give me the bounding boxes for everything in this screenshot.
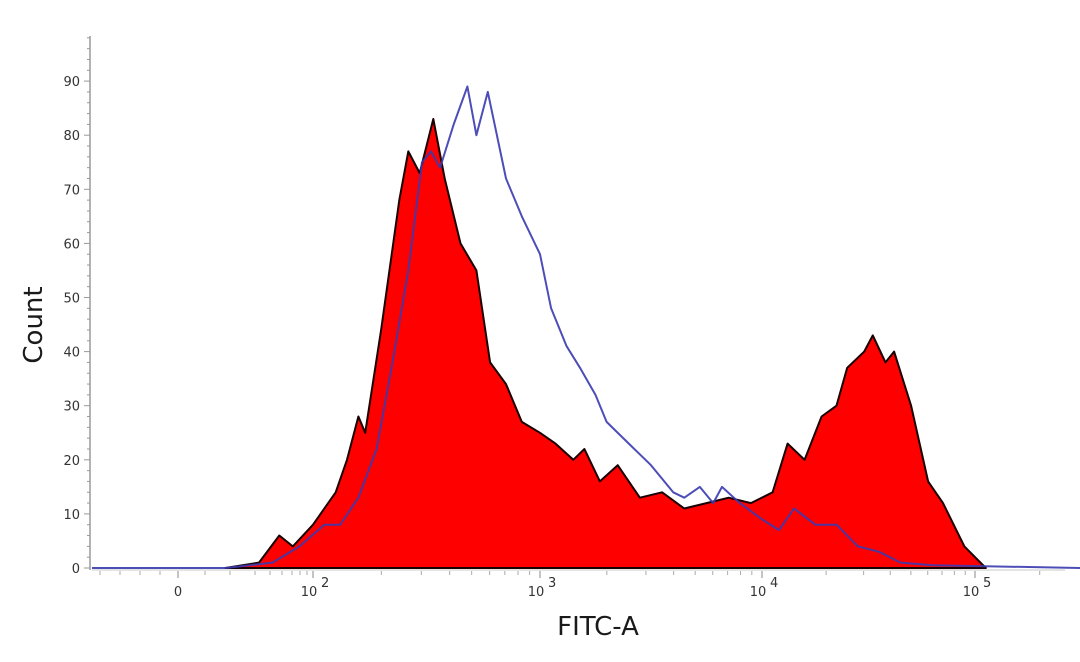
series-control-line bbox=[92, 85, 1080, 569]
series-filled-area bbox=[224, 118, 987, 569]
y-tick-label: 40 bbox=[63, 346, 80, 361]
svg-text:5: 5 bbox=[983, 576, 991, 591]
y-tick-label: 50 bbox=[63, 292, 80, 307]
plot-area bbox=[92, 85, 1080, 569]
svg-text:2: 2 bbox=[321, 576, 329, 591]
svg-text:10: 10 bbox=[963, 585, 980, 600]
y-tick-label: 0 bbox=[72, 562, 80, 577]
y-tick-label: 70 bbox=[63, 183, 80, 198]
svg-text:0: 0 bbox=[174, 585, 182, 600]
y-axis-title: Count bbox=[19, 286, 49, 363]
x-tick-label: 104 bbox=[750, 576, 779, 600]
svg-text:10: 10 bbox=[750, 585, 767, 600]
y-tick-label: 80 bbox=[63, 129, 80, 144]
svg-text:3: 3 bbox=[548, 576, 556, 591]
y-tick-label: 10 bbox=[63, 508, 80, 523]
svg-text:4: 4 bbox=[770, 576, 778, 591]
x-tick-label: 103 bbox=[528, 576, 557, 600]
x-tick-label: 102 bbox=[301, 576, 330, 600]
y-tick-label: 60 bbox=[63, 237, 80, 252]
x-tick-label: 105 bbox=[963, 576, 992, 600]
x-axis-title: FITC-A bbox=[557, 612, 639, 642]
y-tick-label: 30 bbox=[63, 400, 80, 415]
y-tick-label: 20 bbox=[63, 454, 80, 469]
svg-text:10: 10 bbox=[528, 585, 545, 600]
svg-text:10: 10 bbox=[301, 585, 318, 600]
x-tick-label: 0 bbox=[174, 585, 182, 600]
y-tick-label: 90 bbox=[63, 75, 80, 90]
